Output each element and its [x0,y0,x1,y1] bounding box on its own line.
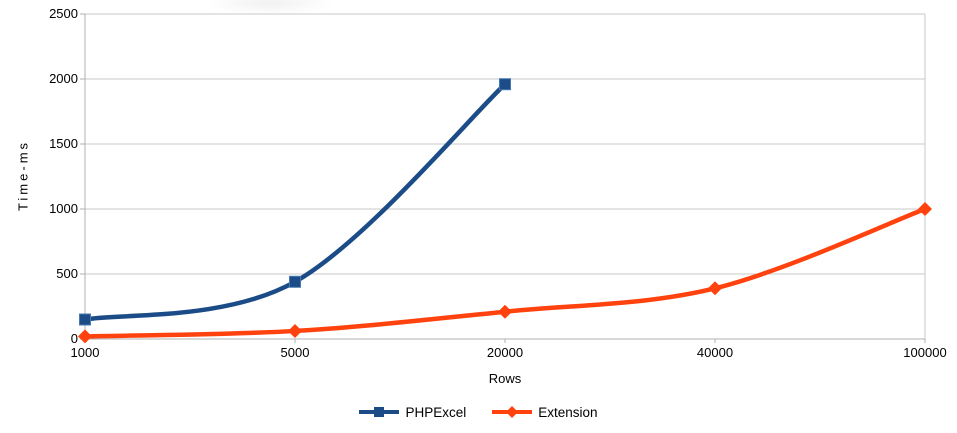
x-tick-label-1000: 1000 [70,345,100,360]
y-tick-label-0: 0 [70,331,78,346]
data-point-extension [288,323,302,338]
x-tick-label-20000: 20000 [486,345,524,360]
legend-diamond-marker-icon [492,406,533,418]
legend-item-extension: Extension [492,404,598,420]
data-point-extension [78,329,92,344]
legend-square-marker-icon [359,407,400,417]
y-tick-label-500: 500 [56,266,78,281]
data-point-extension [918,202,932,216]
x-tick-label-40000: 40000 [696,345,734,360]
y-tick-label-2500: 2500 [49,6,78,21]
legend-item-phpexcel: PHPExcel [359,404,466,420]
y-tick-label-1000: 1000 [49,201,78,216]
legend: PHPExcel Extension [0,404,957,420]
x-axis-title: Rows [488,371,522,386]
legend-label: PHPExcel [405,404,467,420]
x-tick-label-100000: 100000 [903,345,947,360]
data-point-phpexcel [79,313,91,326]
data-point-extension [498,304,512,319]
y-tick-label-2000: 2000 [49,71,78,86]
y-axis-title: Time-ms [15,139,31,212]
y-tick-label-1500: 1500 [49,136,78,151]
data-point-phpexcel [289,275,301,288]
series-line-phpexcel [82,81,508,322]
data-point-phpexcel [499,78,511,91]
x-tick-label-5000: 5000 [280,345,310,360]
legend-label: Extension [538,404,598,420]
data-point-extension [708,281,722,296]
